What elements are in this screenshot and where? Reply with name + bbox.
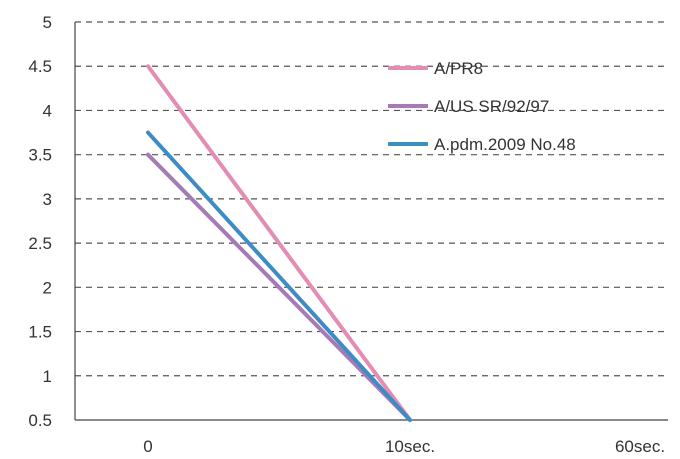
- x-tick-label: 60sec.: [615, 437, 665, 456]
- y-tick-label: 5: [43, 13, 52, 32]
- y-tick-label: 2.5: [28, 234, 52, 253]
- y-tick-label: 3: [43, 190, 52, 209]
- axis-layer: 5 4.5 4 3.5 3 2.5 2 1.5 1 0.5 0 10sec. 60sec.: [28, 13, 668, 456]
- y-tick-label: 1: [43, 367, 52, 386]
- y-tick-label: 3.5: [28, 146, 52, 165]
- x-tick-label: 0: [143, 437, 152, 456]
- x-tick-label: 10sec.: [385, 437, 435, 456]
- legend-label: A/US SR/92/97: [434, 97, 549, 116]
- y-tick-label: 0.5: [28, 411, 52, 430]
- series-line-3: [148, 133, 410, 420]
- legend-label: A/PR8: [434, 59, 483, 78]
- y-tick-label: 2: [43, 278, 52, 297]
- y-tick-label: 4: [43, 101, 52, 120]
- y-tick-label: 4.5: [28, 57, 52, 76]
- grid-layer: [75, 22, 668, 376]
- y-tick-label: 1.5: [28, 323, 52, 342]
- legend-label: A.pdm.2009 No.48: [434, 135, 576, 154]
- legend: A/PR8 A/US SR/92/97 A.pdm.2009 No.48: [388, 59, 576, 154]
